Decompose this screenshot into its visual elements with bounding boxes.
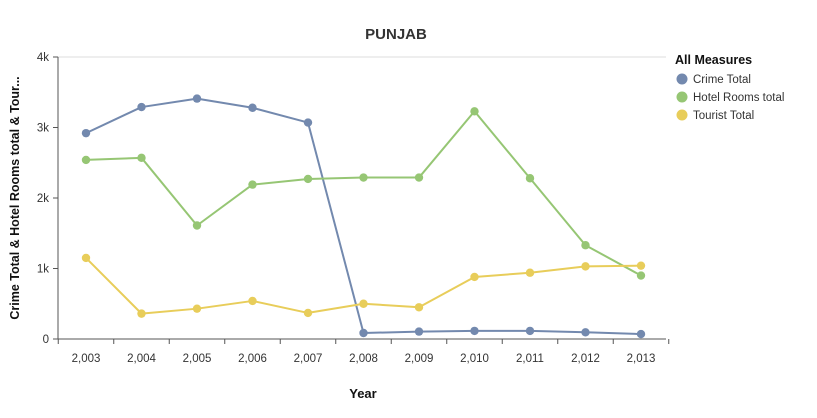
data-point-crime-total[interactable] bbox=[525, 326, 535, 336]
axes-layer: 0 1k 2k 3k 4k 2,003 2,004 2,005 2,006 2,007 2,008 2… bbox=[37, 52, 670, 365]
y-tick-label: 1k bbox=[37, 264, 49, 276]
data-point-crime-total[interactable] bbox=[303, 118, 313, 127]
data-point-crime-total[interactable] bbox=[414, 327, 424, 336]
x-tick-label: 2,013 bbox=[627, 353, 656, 365]
x-tick-label: 2,007 bbox=[294, 353, 323, 365]
data-point-tourist-total[interactable] bbox=[81, 253, 91, 263]
y-tick-label: 4k bbox=[37, 52, 49, 64]
data-point-tourist-total[interactable] bbox=[248, 296, 257, 306]
data-point-crime-total[interactable] bbox=[192, 94, 202, 103]
legend-label-hotel-rooms-total: Hotel Rooms total bbox=[693, 92, 784, 104]
series-tourist-total bbox=[81, 253, 646, 318]
y-tick-label: 2k bbox=[37, 193, 49, 205]
data-point-hotel-rooms-total[interactable] bbox=[525, 174, 535, 183]
data-point-tourist-total[interactable] bbox=[137, 309, 146, 318]
data-point-hotel-rooms-total[interactable] bbox=[137, 153, 146, 163]
data-point-hotel-rooms-total[interactable] bbox=[303, 174, 313, 184]
data-point-tourist-total[interactable] bbox=[636, 261, 646, 270]
x-tick-label: 2,003 bbox=[72, 353, 101, 365]
legend-item-tourist-total[interactable]: Tourist Total bbox=[676, 109, 755, 123]
legend: All Measures Crime Total Hotel Rooms tota… bbox=[675, 53, 784, 122]
data-point-crime-total[interactable] bbox=[636, 329, 646, 339]
y-tick-label: 3k bbox=[37, 123, 49, 135]
x-tick-label: 2,006 bbox=[238, 353, 267, 365]
data-point-crime-total[interactable] bbox=[81, 128, 91, 138]
legend-label-crime-total: Crime Total bbox=[693, 74, 751, 86]
legend-title: All Measures bbox=[675, 53, 752, 67]
y-tick-label: 0 bbox=[43, 334, 49, 346]
data-point-tourist-total[interactable] bbox=[359, 299, 368, 308]
legend-marker-crime-total bbox=[676, 73, 688, 85]
series-hotel-rooms-total bbox=[81, 107, 646, 280]
data-point-tourist-total[interactable] bbox=[303, 308, 313, 318]
data-point-crime-total[interactable] bbox=[359, 328, 368, 338]
x-tick-label: 2,012 bbox=[571, 353, 600, 365]
legend-marker-hotel-rooms-total bbox=[676, 91, 688, 103]
x-tick-label: 2,009 bbox=[405, 353, 434, 365]
x-tick-label: 2,011 bbox=[516, 353, 544, 365]
x-tick-label: 2,004 bbox=[127, 353, 156, 365]
legend-item-hotel-rooms-total[interactable]: Hotel Rooms total bbox=[676, 91, 785, 105]
data-point-tourist-total[interactable] bbox=[470, 272, 479, 282]
data-point-hotel-rooms-total[interactable] bbox=[81, 155, 91, 165]
data-point-tourist-total[interactable] bbox=[414, 303, 424, 312]
series-line-crime-total bbox=[85, 97, 642, 336]
data-point-hotel-rooms-total[interactable] bbox=[636, 271, 646, 280]
data-point-crime-total[interactable] bbox=[248, 103, 257, 112]
x-axis-label: Year bbox=[349, 386, 376, 401]
chart-title: PUNJAB bbox=[365, 26, 427, 43]
data-point-tourist-total[interactable] bbox=[581, 262, 590, 271]
data-point-tourist-total[interactable] bbox=[192, 304, 202, 313]
data-point-crime-total[interactable] bbox=[470, 326, 479, 336]
series-line-hotel-rooms-total bbox=[85, 110, 642, 277]
legend-item-crime-total[interactable]: Crime Total bbox=[676, 73, 751, 87]
y-axis-label: Crime Total & Hotel Rooms total & Tour..… bbox=[8, 76, 22, 319]
data-point-hotel-rooms-total[interactable] bbox=[248, 180, 257, 189]
data-point-crime-total[interactable] bbox=[137, 102, 146, 112]
data-point-hotel-rooms-total[interactable] bbox=[470, 107, 479, 116]
legend-marker-tourist-total bbox=[676, 109, 688, 121]
data-point-hotel-rooms-total[interactable] bbox=[192, 221, 202, 230]
data-point-tourist-total[interactable] bbox=[525, 268, 535, 277]
legend-label-tourist-total: Tourist Total bbox=[693, 110, 754, 122]
series-layer bbox=[81, 94, 646, 339]
data-point-crime-total[interactable] bbox=[581, 328, 590, 337]
x-tick-label: 2,005 bbox=[183, 353, 212, 365]
series-crime-total bbox=[81, 94, 646, 339]
x-tick-label: 2,010 bbox=[460, 353, 489, 365]
data-point-hotel-rooms-total[interactable] bbox=[581, 241, 590, 250]
x-tick-label: 2,008 bbox=[349, 353, 378, 365]
data-point-hotel-rooms-total[interactable] bbox=[359, 173, 368, 182]
data-point-hotel-rooms-total[interactable] bbox=[414, 173, 424, 182]
